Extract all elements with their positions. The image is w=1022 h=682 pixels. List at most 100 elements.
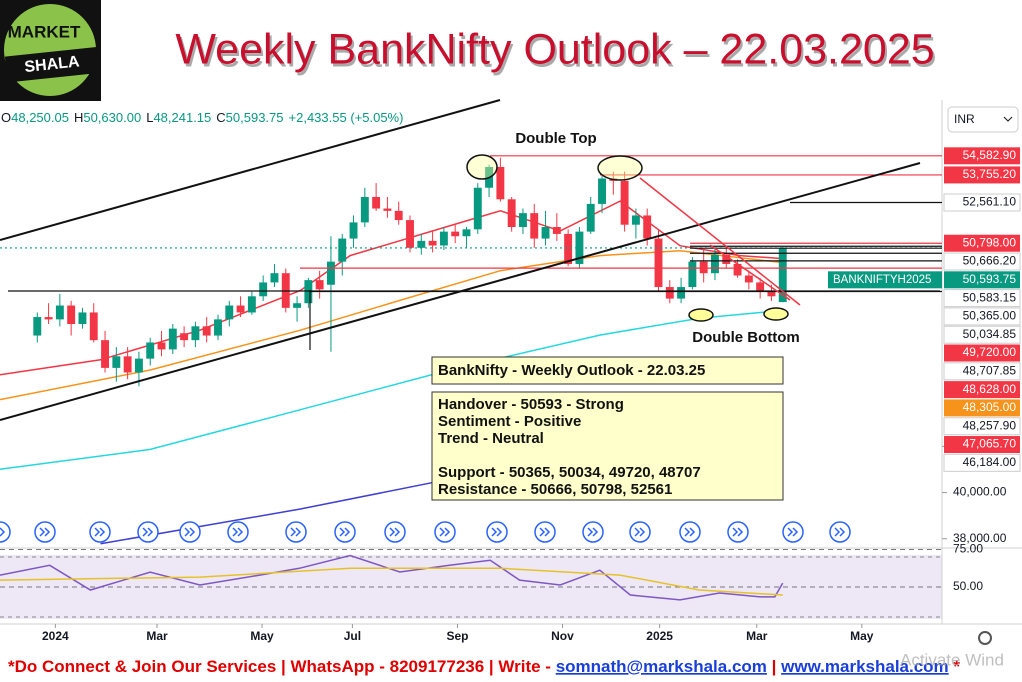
- candle-body: [270, 273, 279, 283]
- currency-select[interactable]: INR: [947, 106, 1019, 133]
- candle-body: [519, 213, 527, 228]
- candle-body: [677, 287, 686, 299]
- event-icon: [389, 527, 401, 537]
- price-label: 50,365.00: [963, 309, 1017, 323]
- y-tick-label: 38,000.00: [953, 531, 1007, 545]
- candle-body: [360, 196, 369, 223]
- candle-body: [778, 247, 787, 303]
- candle-body: [575, 231, 584, 264]
- outlook-line: Resistance - 50666, 50798, 52561: [438, 481, 672, 498]
- annotation: Double Bottom: [692, 329, 799, 346]
- candle-body: [225, 305, 234, 320]
- candle-body: [112, 356, 121, 368]
- price-label-box: [943, 289, 1021, 308]
- candle-body: [214, 319, 222, 336]
- x-tick-label: Jul: [344, 629, 361, 643]
- price-label-box: [944, 166, 1020, 184]
- event-icon: [732, 527, 744, 537]
- outlook-line: Trend - Neutral: [438, 430, 544, 447]
- candle-body: [383, 208, 392, 211]
- y-tick-label: 50.00: [953, 579, 983, 593]
- price-label-box: [943, 193, 1021, 212]
- event-icon: [142, 527, 154, 537]
- price-label-box: [943, 252, 1021, 271]
- x-tick-label: May: [250, 629, 274, 643]
- outlook-line: Support - 50365, 50034, 49720, 48707: [438, 464, 701, 481]
- candle-body: [44, 317, 53, 320]
- candle-body: [304, 280, 313, 304]
- candle-body: [406, 220, 414, 248]
- trend-line: [639, 177, 801, 306]
- footer-link[interactable]: www.markshala.com: [780, 657, 949, 676]
- price-label-box: [943, 307, 1021, 326]
- event-icon: [39, 527, 51, 537]
- candle-body: [134, 358, 143, 373]
- candle-body: [157, 342, 166, 350]
- plot-area: 38,000.0040,000.0042,000.0075.0050.00202…: [0, 110, 1021, 643]
- candle-body: [168, 328, 177, 350]
- event-icon: [587, 527, 599, 537]
- footer: *Do Connect & Join Our Services | WhatsA…: [8, 657, 960, 676]
- settings-icon[interactable]: [978, 631, 992, 645]
- pattern-marker: [597, 155, 643, 181]
- candle-body: [372, 196, 381, 209]
- event-icon: [94, 527, 106, 537]
- candle-body: [89, 312, 98, 341]
- candle-body: [259, 282, 268, 297]
- readout-value: 48,250.05: [11, 110, 69, 125]
- candle-body: [756, 282, 765, 292]
- candle-body: [326, 261, 335, 285]
- candle-body: [541, 227, 550, 239]
- candle-body: [417, 240, 426, 248]
- candle-body: [451, 231, 460, 237]
- candle-body: [439, 231, 448, 246]
- event-icon: [232, 527, 244, 537]
- y-tick-label: 75.00: [953, 542, 983, 556]
- event-icon: [339, 527, 351, 537]
- price-label: 49,720.00: [963, 345, 1017, 359]
- candle-body: [202, 326, 211, 336]
- trend-line: [709, 244, 791, 301]
- candle-body: [598, 178, 606, 204]
- footer-email[interactable]: somnath@markshala.com: [556, 657, 767, 676]
- candle-body: [123, 356, 132, 373]
- candle-body: [462, 229, 471, 237]
- price-label: 47,065.70: [963, 437, 1017, 451]
- price-label-box: [944, 344, 1020, 362]
- symbol-tag: [828, 271, 942, 289]
- pattern-marker: [763, 307, 789, 321]
- candle-body: [496, 166, 505, 200]
- candle-body: [67, 305, 76, 324]
- price-label: 50,798.00: [963, 235, 1017, 249]
- watermark: Activate Wind: [900, 650, 1004, 669]
- candle-body: [146, 342, 155, 359]
- readout-key: L: [146, 110, 153, 125]
- x-tick-label: May: [850, 629, 874, 643]
- currency-select-box[interactable]: [947, 106, 1019, 133]
- rsi-line: [0, 554, 784, 601]
- candle-body: [180, 333, 189, 341]
- candle-body: [699, 261, 708, 274]
- candle-body: [428, 240, 437, 246]
- candle-body: [315, 280, 324, 290]
- price-label: 53,755.20: [963, 167, 1017, 181]
- candle-body: [688, 261, 697, 288]
- candle-body: [654, 238, 663, 288]
- candle-body: [349, 222, 358, 239]
- title: Weekly BankNifty Outlook – 22.03.2025: [175, 25, 934, 73]
- candle-body: [631, 215, 640, 225]
- event-icon: [491, 527, 503, 537]
- x-tick-label: Mar: [746, 629, 768, 643]
- candle-body: [191, 326, 200, 341]
- x-tick-label: Nov: [551, 629, 574, 643]
- event-icon: [539, 527, 551, 537]
- candle-body: [338, 238, 347, 262]
- price-label-box: [944, 399, 1020, 417]
- candle-body: [733, 263, 742, 276]
- price-label-box: [944, 436, 1020, 454]
- logo-text: SHALA: [24, 53, 81, 76]
- candle-body: [530, 213, 539, 239]
- candle-body: [711, 254, 719, 274]
